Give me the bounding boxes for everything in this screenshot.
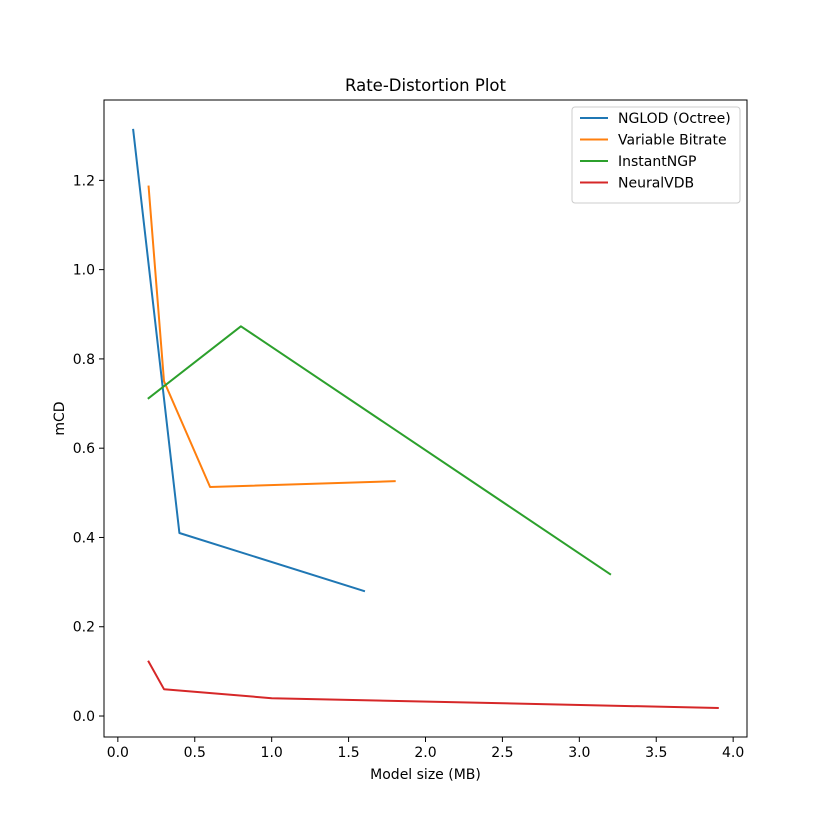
- x-tick-label: 0.0: [107, 745, 129, 761]
- x-axis-ticks: 0.0 0.5 1.0 1.5 2.0 2.5 3.0 3.5 4.0: [107, 737, 744, 761]
- legend: NGLOD (Octree) Variable Bitrate InstantNGP…: [571, 106, 741, 204]
- legend-box: [571, 106, 741, 204]
- x-tick-label: 4.0: [722, 745, 744, 761]
- y-axis-label: mCD: [52, 401, 68, 435]
- x-tick-label: 2.5: [491, 745, 513, 761]
- x-tick-label: 1.0: [261, 745, 283, 761]
- y-tick-label: 0.0: [73, 709, 95, 725]
- y-axis-ticks: 0.0 0.2 0.4 0.6 0.8 1.0 1.2: [73, 173, 104, 725]
- x-tick-label: 1.5: [337, 745, 359, 761]
- x-axis-label: Model size (MB): [370, 767, 481, 783]
- x-tick-label: 0.5: [184, 745, 206, 761]
- legend-label-instantngp: InstantNGP: [618, 154, 697, 170]
- series-line-neuralvdb: [147, 660, 719, 710]
- y-tick-label: 0.2: [73, 620, 95, 636]
- series-lines: [132, 128, 719, 710]
- y-tick-label: 0.6: [73, 441, 95, 457]
- x-tick-label: 2.0: [414, 745, 436, 761]
- legend-label-neuralvdb: NeuralVDB: [618, 176, 694, 192]
- legend-label-nglod-octree: NGLOD (Octree): [618, 111, 731, 127]
- legend-label-variable-bitrate: Variable Bitrate: [618, 133, 727, 149]
- y-tick-label: 0.4: [73, 530, 95, 546]
- series-line-nglod-octree: [132, 128, 366, 593]
- y-tick-label: 1.2: [73, 173, 95, 189]
- y-tick-label: 1.0: [73, 263, 95, 279]
- series-line-variable-bitrate: [147, 185, 396, 488]
- chart-title: Rate-Distortion Plot: [345, 76, 507, 95]
- y-tick-label: 0.8: [73, 352, 95, 368]
- x-tick-label: 3.5: [645, 745, 667, 761]
- x-tick-label: 3.0: [568, 745, 590, 761]
- series-line-instantngp: [147, 325, 612, 576]
